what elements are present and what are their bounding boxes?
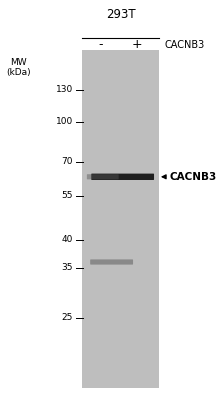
FancyBboxPatch shape [90,260,133,265]
Text: 40: 40 [62,236,73,244]
Text: 70: 70 [61,158,73,166]
Text: 35: 35 [61,264,73,272]
Text: MW
(kDa): MW (kDa) [6,58,31,77]
Text: 55: 55 [61,192,73,200]
Text: +: + [132,38,142,51]
Text: 100: 100 [56,118,73,126]
Text: CACNB3: CACNB3 [169,172,216,182]
Text: 293T: 293T [106,8,135,20]
Text: CACNB3: CACNB3 [165,40,205,50]
FancyBboxPatch shape [91,174,154,180]
Text: 130: 130 [56,86,73,94]
Bar [82,50,159,388]
Text: -: - [98,38,103,51]
FancyBboxPatch shape [87,174,119,179]
Text: 25: 25 [62,314,73,322]
